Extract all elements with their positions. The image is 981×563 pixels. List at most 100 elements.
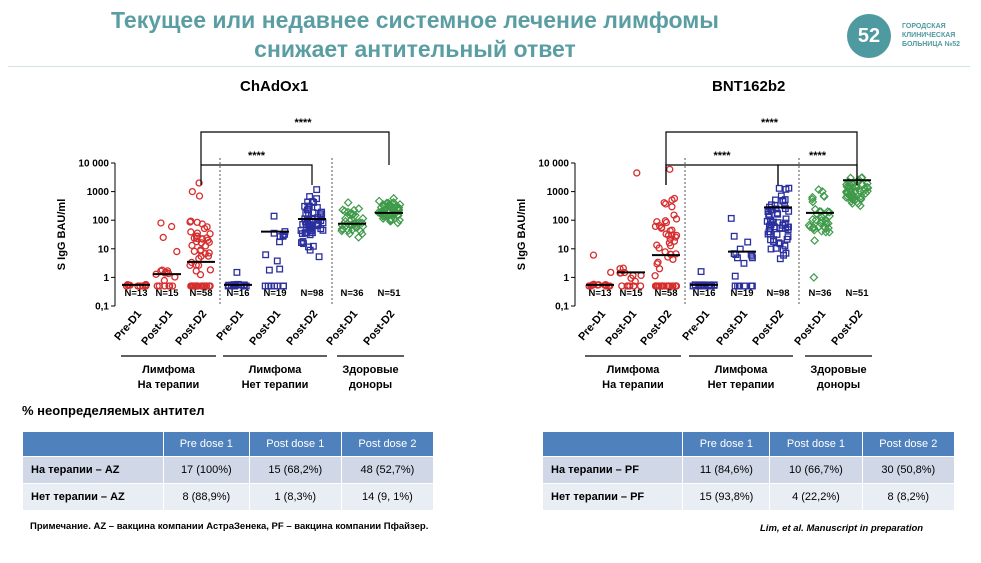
y-tick-label: 10	[98, 244, 110, 255]
data-point	[783, 235, 791, 243]
data-point	[340, 206, 350, 216]
n-label: N=13	[125, 288, 148, 299]
data-point	[666, 227, 674, 235]
y-tick-label: 1	[563, 273, 569, 284]
group-label: На терапии	[138, 379, 200, 391]
data-point	[271, 282, 279, 290]
data-point	[306, 193, 314, 200]
data-point	[195, 192, 204, 200]
data-point	[856, 191, 866, 201]
n-label: N=36	[809, 288, 832, 299]
x-tick-label: Pre-D1	[214, 308, 246, 343]
data-point	[276, 265, 284, 273]
data-point	[808, 214, 818, 224]
n-label: N=19	[264, 288, 287, 299]
data-point	[779, 197, 787, 205]
table-header-blank	[541, 431, 684, 457]
table-cell: 11 (84,6%)	[682, 456, 771, 484]
data-point	[188, 241, 196, 250]
x-tick-label: Post-D1	[139, 308, 175, 348]
undetectable-table-pf: Pre dose 1 Post dose 1 Post dose 2 На те…	[541, 431, 956, 511]
table-cell: 17 (100%)	[162, 456, 250, 484]
x-tick-label: Post-D2	[829, 308, 865, 348]
footnote: Примечание. AZ – вакцина компании АстраЗ…	[30, 521, 429, 532]
data-point	[357, 218, 367, 228]
data-point	[811, 215, 821, 225]
data-point	[191, 282, 199, 290]
data-point	[823, 207, 833, 217]
data-point	[347, 225, 357, 235]
data-point	[847, 198, 857, 208]
data-point	[313, 204, 321, 212]
data-point	[671, 233, 680, 241]
significance-label: ****	[294, 117, 312, 129]
data-point	[666, 165, 674, 173]
data-point	[168, 282, 177, 290]
data-point	[200, 282, 209, 290]
data-point	[376, 202, 386, 212]
group-label: доноры	[349, 379, 392, 391]
hospital-logo: 52 ГОРОДСКАЯ КЛИНИЧЕСКАЯ БОЛЬНИЦА №52	[847, 14, 977, 60]
chart-chadox1: 0,1 1 10 100 1000 10 000 S IgG BAU/ml N=13 Pre-D…	[56, 117, 405, 391]
data-point	[736, 282, 744, 290]
data-point	[195, 179, 203, 187]
data-point	[816, 207, 826, 217]
data-point	[824, 207, 834, 217]
n-label: N=36	[341, 288, 364, 299]
data-point	[858, 180, 868, 190]
data-point	[668, 196, 676, 204]
data-point	[749, 254, 756, 262]
y-tick-label: 10 000	[538, 159, 569, 170]
data-point	[187, 228, 195, 236]
chart-title-chadox1: ChAdOx1	[240, 78, 309, 95]
table-header-cell: Post dose 2	[340, 431, 435, 457]
significance-bracket	[200, 131, 390, 165]
data-point	[206, 230, 214, 238]
data-point	[655, 282, 663, 290]
x-tick-label: Post-D2	[638, 308, 674, 348]
significance-bracket	[200, 164, 313, 185]
data-point	[842, 189, 852, 199]
significance-bracket	[665, 131, 858, 185]
data-point	[203, 223, 211, 231]
y-axis-label: S IgG BAU/ml	[56, 199, 68, 271]
data-point	[606, 282, 614, 290]
data-point	[619, 264, 627, 272]
data-point	[160, 276, 169, 285]
data-point	[297, 227, 305, 234]
data-point	[664, 231, 673, 239]
significance-bracket	[665, 164, 779, 185]
data-point	[186, 218, 194, 226]
chart-title-bnt162b2: BNT162b2	[712, 78, 786, 95]
data-point	[305, 211, 312, 219]
table-header-cell: Post dose 1	[248, 431, 342, 457]
n-label: N=15	[620, 288, 644, 299]
table-row-label: На терапии – PF	[541, 456, 684, 484]
n-label: N=16	[227, 288, 250, 299]
data-point	[386, 214, 396, 224]
data-point	[198, 235, 207, 243]
data-point	[842, 187, 851, 196]
data-point	[655, 244, 663, 252]
data-point	[776, 255, 784, 263]
data-point	[188, 187, 196, 196]
data-point	[784, 226, 792, 234]
data-point	[203, 234, 211, 242]
data-point	[808, 192, 817, 202]
data-point	[662, 218, 671, 227]
page-title-line1: Текущее или недавнее системное лечение л…	[111, 7, 719, 33]
data-point	[657, 224, 666, 232]
data-point	[280, 282, 287, 290]
table-header-cell: Pre dose 1	[682, 431, 771, 457]
significance-label: ****	[248, 150, 266, 162]
n-label: N=98	[301, 288, 324, 299]
data-point	[661, 248, 669, 256]
data-point	[821, 227, 831, 237]
data-point	[731, 282, 739, 290]
y-tick-label: 10 000	[78, 159, 109, 170]
data-point	[165, 282, 173, 290]
table-cell: 4 (22,2%)	[769, 483, 863, 511]
data-point	[389, 193, 399, 203]
data-point	[342, 218, 352, 228]
data-point	[305, 243, 312, 251]
